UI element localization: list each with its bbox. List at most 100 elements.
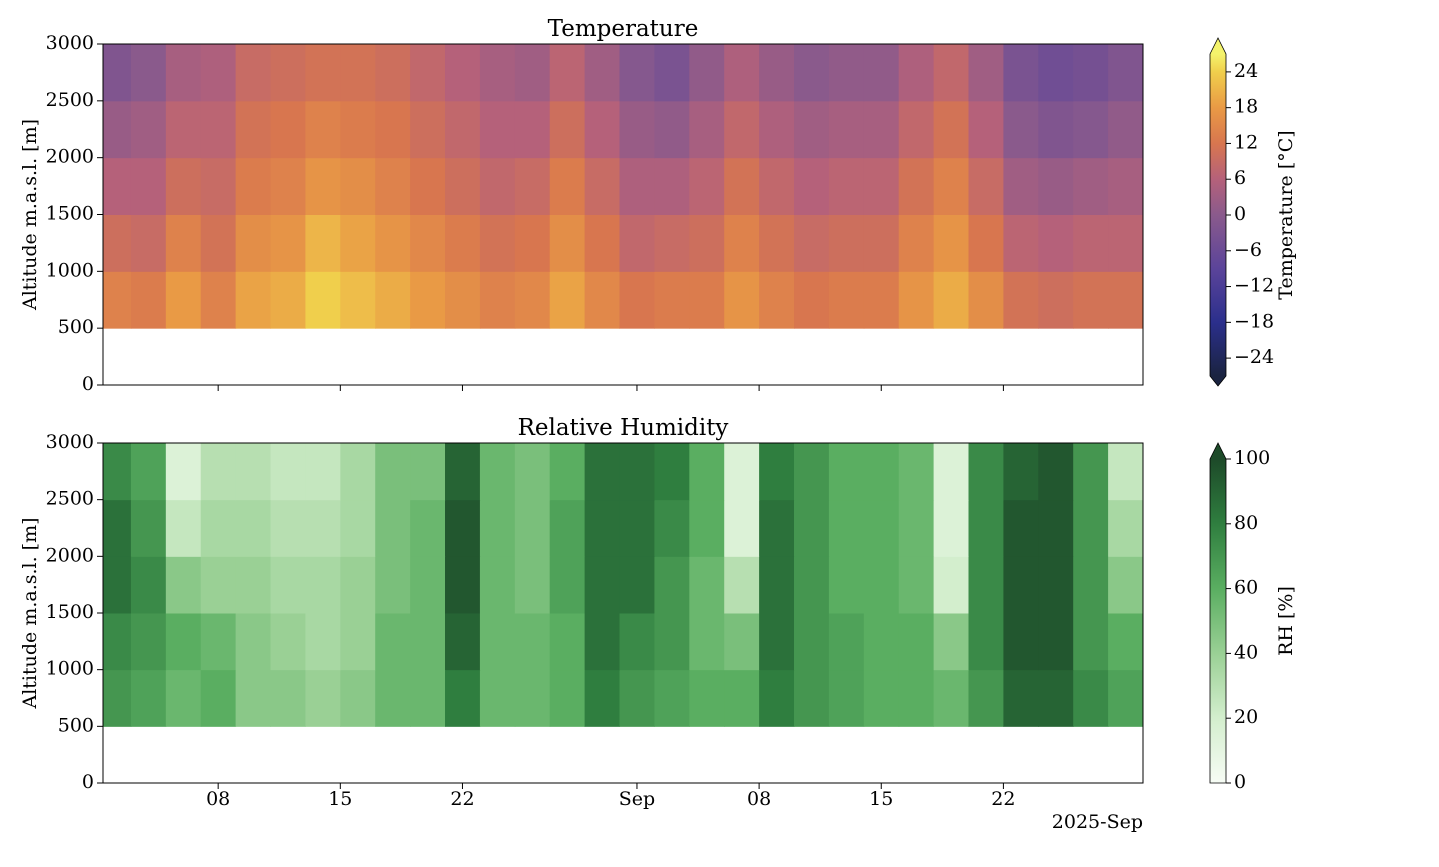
cell — [305, 100, 341, 159]
cell — [1108, 499, 1143, 557]
cell — [514, 214, 551, 272]
cell — [654, 271, 690, 329]
cell — [759, 669, 795, 727]
cell — [724, 214, 760, 272]
cell — [375, 499, 411, 557]
x-tick-label: Sep — [619, 788, 655, 810]
cells — [103, 44, 1143, 329]
cell — [863, 44, 900, 102]
cell — [968, 443, 1004, 501]
cell — [103, 499, 132, 557]
colorbar-extend-max — [1210, 443, 1226, 459]
cell — [235, 271, 272, 329]
cell — [549, 613, 586, 671]
cell — [445, 443, 481, 501]
cell — [1108, 44, 1143, 102]
cell — [968, 100, 1004, 159]
cell — [549, 499, 586, 557]
cell — [619, 556, 655, 614]
cell — [619, 443, 655, 501]
cell — [340, 443, 376, 501]
colorbar-tick-label: 12 — [1234, 131, 1258, 153]
cell — [759, 499, 795, 557]
cell — [1073, 613, 1109, 671]
cell — [933, 44, 970, 102]
cell — [863, 100, 900, 159]
y-tick-label: 1000 — [46, 658, 94, 680]
cell — [445, 613, 481, 671]
cell — [200, 214, 237, 272]
cell — [375, 214, 411, 272]
cell — [584, 44, 621, 102]
cell — [340, 556, 376, 614]
cell — [968, 613, 1004, 671]
colorbar-tick-label: 40 — [1234, 641, 1258, 663]
cell — [103, 556, 132, 614]
cell — [549, 669, 586, 727]
cell — [863, 556, 900, 614]
cell — [654, 499, 690, 557]
cell — [689, 669, 725, 727]
cell — [479, 556, 516, 614]
cell — [619, 613, 655, 671]
x-tick-label: 22 — [450, 788, 474, 810]
cell — [235, 499, 272, 557]
cell — [375, 44, 411, 102]
cell — [584, 100, 621, 159]
cell — [1108, 443, 1143, 501]
cell — [689, 157, 725, 215]
cell — [1038, 100, 1074, 159]
cell — [445, 499, 481, 557]
cell — [270, 271, 306, 329]
cell — [968, 214, 1004, 272]
cell — [340, 100, 376, 159]
cell — [270, 214, 306, 272]
cell — [340, 214, 376, 272]
cell — [410, 613, 446, 671]
cell — [759, 443, 795, 501]
cell — [898, 669, 935, 727]
cell — [235, 214, 272, 272]
cell — [759, 214, 795, 272]
cell — [968, 157, 1004, 215]
cell — [479, 214, 516, 272]
cell — [445, 100, 481, 159]
cell — [479, 100, 516, 159]
cell — [794, 214, 830, 272]
cell — [898, 214, 935, 272]
cell — [828, 613, 865, 671]
cell — [103, 214, 132, 272]
cell — [445, 44, 481, 102]
cell — [103, 271, 132, 329]
cell — [759, 100, 795, 159]
cell — [514, 44, 551, 102]
cell — [235, 100, 272, 159]
colorbar-extend-max — [1210, 38, 1226, 54]
cell — [165, 157, 202, 215]
cell — [165, 271, 202, 329]
cell — [933, 443, 970, 501]
cell — [584, 556, 621, 614]
cell — [479, 157, 516, 215]
cell — [689, 44, 725, 102]
cell — [898, 271, 935, 329]
y-tick-label: 1500 — [46, 203, 94, 225]
cell — [619, 499, 655, 557]
colorbar-tick-label: 24 — [1234, 60, 1258, 82]
cell — [619, 100, 655, 159]
cell — [165, 443, 202, 501]
cell — [1038, 669, 1074, 727]
cell — [1038, 613, 1074, 671]
cell — [479, 613, 516, 671]
cell — [375, 157, 411, 215]
cell — [968, 44, 1004, 102]
cell — [165, 613, 202, 671]
cell — [514, 613, 551, 671]
cell — [410, 157, 446, 215]
cell — [103, 613, 132, 671]
x-tick-label: 22 — [991, 788, 1015, 810]
cell — [200, 443, 237, 501]
x-tick-label: 15 — [328, 788, 352, 810]
cell — [514, 499, 551, 557]
